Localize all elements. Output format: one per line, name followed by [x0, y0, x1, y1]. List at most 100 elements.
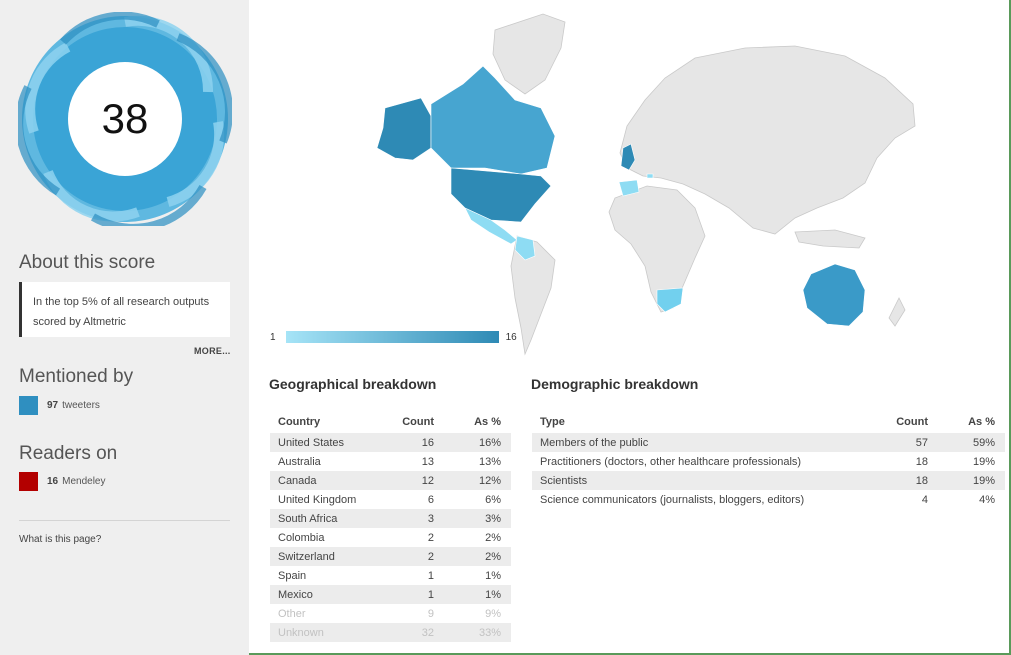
map-south-africa	[656, 287, 684, 313]
table-row: South Africa 3 3%	[270, 509, 511, 528]
geo-percent: 1%	[434, 585, 511, 604]
table-row: Spain 1 1%	[270, 566, 511, 585]
sidebar-divider	[19, 520, 230, 521]
table-row: Mexico 1 1%	[270, 585, 511, 604]
demo-count: 4	[921, 493, 928, 506]
geo-percent: 33%	[434, 623, 511, 642]
demo-type: Practitioners (doctors, other healthcare…	[540, 455, 802, 468]
map-australia	[802, 263, 866, 327]
map-new-zealand	[888, 297, 906, 327]
geo-country: Mexico	[270, 585, 382, 604]
mendeley-count: 16	[47, 476, 59, 487]
mendeley-swatch	[19, 472, 38, 491]
mendeley-label: Mendeley	[62, 476, 106, 487]
map-spain	[618, 179, 640, 197]
mendeley-readers[interactable]: 16 Mendeley	[19, 472, 105, 491]
tweeters-count: 97	[47, 400, 59, 411]
geo-count: 1	[382, 585, 434, 604]
geo-percent: 16%	[434, 433, 511, 452]
geo-count: 16	[382, 433, 434, 452]
table-row: United States 16 16%	[270, 433, 511, 452]
geo-header-row: Country Count As %	[270, 411, 511, 433]
map-greenland	[492, 13, 566, 95]
map-south-america	[510, 235, 556, 356]
geo-table: Country Count As % United States 16 16% …	[270, 411, 511, 642]
geo-country: Spain	[278, 569, 307, 582]
geo-percent: 3%	[434, 509, 511, 528]
geo-count: 1	[427, 569, 434, 582]
table-row: Unknown 32 33%	[270, 623, 511, 642]
table-row: Colombia 2 2%	[270, 528, 511, 547]
demo-col-type: Type	[540, 416, 565, 428]
geo-country: Other	[278, 607, 306, 620]
demo-count: 57	[872, 433, 928, 452]
scale-gradient-bar	[285, 331, 499, 343]
more-link[interactable]: MORE...	[194, 346, 231, 356]
map-alaska	[376, 97, 432, 161]
demo-type: Members of the public	[532, 433, 872, 452]
geo-percent: 9%	[485, 607, 501, 620]
map-color-scale: 1 16	[270, 331, 517, 343]
geo-percent: 12%	[434, 471, 511, 490]
what-is-this-page-link[interactable]: What is this page?	[19, 534, 102, 545]
map-colombia	[514, 235, 536, 261]
geo-count: 12	[382, 471, 434, 490]
demo-table: Type Count As % Members of the public 57…	[532, 411, 1005, 509]
demo-type: Science communicators (journalists, blog…	[540, 493, 805, 506]
geo-country: Canada	[270, 471, 382, 490]
world-map	[376, 13, 916, 356]
table-row: Scientists 18 19%	[532, 471, 1005, 490]
geo-percent: 2%	[434, 547, 511, 566]
table-row: Switzerland 2 2%	[270, 547, 511, 566]
altmetric-donut	[18, 12, 232, 226]
demo-type: Scientists	[532, 471, 872, 490]
map-mexico	[464, 207, 518, 245]
geo-percent: 13%	[478, 455, 501, 468]
geo-count: 13	[421, 455, 434, 468]
geo-col-country: Country	[278, 416, 321, 428]
geo-percent: 2%	[485, 531, 501, 544]
geo-country: Australia	[278, 455, 321, 468]
about-score-box: In the top 5% of all research outputs sc…	[19, 282, 230, 337]
table-row: Other 9 9%	[270, 604, 511, 623]
demo-count: 18	[915, 455, 928, 468]
sidebar: 38 About this score In the top 5% of all…	[0, 0, 249, 655]
table-row: Practitioners (doctors, other healthcare…	[532, 452, 1005, 471]
map-united-kingdom	[620, 143, 636, 171]
about-score-heading: About this score	[19, 252, 156, 273]
demo-percent: 19%	[928, 471, 1005, 490]
demo-col-count: Count	[896, 416, 928, 428]
tweeters-mention[interactable]: 97 tweeters	[19, 396, 100, 415]
geo-country: Unknown	[270, 623, 382, 642]
geo-percent: 1%	[485, 569, 501, 582]
table-row: Australia 13 13%	[270, 452, 511, 471]
demo-count: 18	[872, 471, 928, 490]
geo-count: 2	[427, 531, 434, 544]
demo-percent: 4%	[979, 493, 995, 506]
geo-col-percent: As %	[474, 416, 501, 428]
mentioned-by-heading: Mentioned by	[19, 366, 134, 387]
geo-count: 32	[382, 623, 434, 642]
geo-count: 2	[382, 547, 434, 566]
map-united-states	[450, 167, 552, 223]
scale-min: 1	[270, 331, 276, 343]
demo-breakdown-title: Demographic breakdown	[531, 376, 699, 392]
about-score-text: In the top 5% of all research outputs sc…	[33, 296, 210, 328]
table-row: Members of the public 57 59%	[532, 433, 1005, 452]
altmetric-score: 38	[101, 95, 149, 142]
demo-percent: 19%	[972, 455, 995, 468]
geo-count: 6	[427, 493, 434, 506]
geo-count: 3	[382, 509, 434, 528]
scale-max: 16	[505, 331, 517, 343]
geo-country: Switzerland	[270, 547, 382, 566]
map-eurasia	[619, 45, 916, 235]
geo-country: United States	[270, 433, 382, 452]
geo-country: Colombia	[278, 531, 325, 544]
geo-col-count: Count	[402, 416, 434, 428]
geo-country: United Kingdom	[278, 493, 357, 506]
map-indonesia	[794, 229, 866, 249]
twitter-swatch	[19, 396, 38, 415]
tweeters-label: tweeters	[62, 400, 100, 411]
demo-header-row: Type Count As %	[532, 411, 1005, 433]
